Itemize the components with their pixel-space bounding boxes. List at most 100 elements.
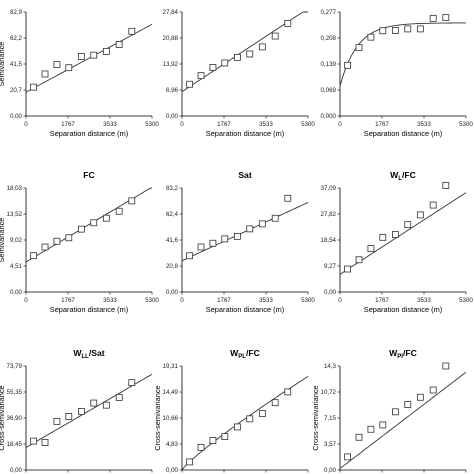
chart-panel-9: WPI/FC0,003,577,1510,7214,30176735335300… <box>311 348 467 474</box>
y-tick-label: 0,00 <box>166 113 179 120</box>
y-tick-label: 82,9 <box>10 9 23 16</box>
y-tick-label: 18,54 <box>321 237 337 244</box>
panel-title-main: W <box>230 348 239 358</box>
chart-panel-6: WL/FC 0,00 9,27 18,54 27,82 37,09 0 1767 3533 530… <box>321 170 474 314</box>
data-point <box>102 47 110 55</box>
x-tick-label: 0 <box>180 297 184 304</box>
data-point <box>404 25 412 33</box>
data-point <box>416 211 424 219</box>
x-tick-label: 3533 <box>103 297 117 304</box>
data-point <box>429 386 437 394</box>
data-point <box>197 443 205 451</box>
data-point <box>65 234 73 242</box>
x-tick-label: 5300 <box>301 121 315 128</box>
data-point <box>30 437 38 445</box>
data-point <box>197 72 205 80</box>
x-tick-label: 5300 <box>301 297 315 304</box>
data-point <box>90 51 98 59</box>
y-tick-label: 55,35 <box>7 389 23 396</box>
data-point <box>429 201 437 209</box>
y-tick-label: 0,00 <box>324 467 337 474</box>
y-tick-label: 6,96 <box>166 87 179 94</box>
panel-title-main: W <box>389 348 398 358</box>
data-point <box>258 410 266 417</box>
data-point <box>102 401 110 409</box>
panel-title-suffix: /FC <box>403 348 417 358</box>
data-point <box>209 436 217 444</box>
x-tick-label: 0 <box>24 121 28 128</box>
y-tick-label: 36,90 <box>7 415 23 422</box>
data-point <box>102 214 110 222</box>
y-tick-label: 18,03 <box>7 185 23 192</box>
y-tick-label: 7,15 <box>324 415 337 422</box>
data-point <box>115 41 123 48</box>
data-point <box>41 439 49 446</box>
data-point <box>186 80 194 88</box>
x-tick-label: 1767 <box>375 297 389 304</box>
x-tick-label: 0 <box>24 297 28 304</box>
data-point <box>30 252 38 260</box>
data-point <box>221 59 229 67</box>
y-tick-label: 0,00 <box>10 467 23 474</box>
y-tick-label: 14,49 <box>163 389 179 396</box>
x-tick-label: 0 <box>180 121 184 128</box>
data-point <box>344 265 352 273</box>
panel-title-subscript: PL <box>238 354 246 360</box>
x-tick-label: 5300 <box>145 297 159 304</box>
data-point <box>246 225 254 233</box>
data-point <box>355 44 363 52</box>
panel-title: WL/FC <box>390 170 416 182</box>
data-point <box>53 237 61 245</box>
y-tick-label: 10,72 <box>321 389 337 396</box>
data-point <box>65 64 73 72</box>
data-point <box>186 252 194 260</box>
data-point <box>391 26 399 34</box>
y-tick-label: 14,3 <box>324 363 337 370</box>
data-point <box>221 433 229 441</box>
data-point <box>284 194 292 202</box>
data-point <box>391 231 399 238</box>
panel-title: FC <box>83 170 94 180</box>
data-point <box>416 393 424 401</box>
x-tick-label: 3533 <box>103 121 117 128</box>
panel-title-subscript: L <box>398 176 402 182</box>
data-point <box>53 61 61 68</box>
data-point <box>246 415 254 423</box>
y-tick-label: 0,00 <box>10 289 23 296</box>
chart-panel-3: 0,000 0,069 0,139 0,208 0,277 0 1767 3533 5300 Se… <box>321 9 474 138</box>
data-point <box>41 243 49 251</box>
panel-title: Sat <box>238 170 252 180</box>
y-tick-label: 9,02 <box>10 237 23 244</box>
x-tick-label: 3533 <box>417 297 431 304</box>
data-point <box>128 27 136 35</box>
chart-panel-8: WPL/FC0,004,8310,6614,4919,3101767353353… <box>153 348 309 474</box>
x-tick-label: 1767 <box>217 297 231 304</box>
data-point <box>209 239 217 247</box>
y-tick-label: 0,000 <box>321 113 337 120</box>
data-point <box>379 233 387 241</box>
y-axis-title: Semivariance <box>0 218 6 263</box>
data-point <box>379 421 387 429</box>
y-tick-label: 0,00 <box>10 113 23 120</box>
data-point <box>197 243 205 251</box>
data-point <box>115 207 123 215</box>
data-point <box>41 70 49 78</box>
panel-title-main: FC <box>83 170 94 180</box>
y-tick-label: 83,2 <box>166 185 179 192</box>
y-tick-label: 0,277 <box>321 9 337 16</box>
panel-title-suffix: /Sat <box>89 348 105 358</box>
data-point <box>284 388 292 396</box>
data-point <box>128 379 136 387</box>
chart-panel-1: 0,00 20,7 41,5 62,2 82,9 0 1767 3533 5300 Separat… <box>0 9 159 138</box>
chart-panel-2: 0,00 6,96 13,92 20,88 27,84 0 1767 3533 5300 Sepa… <box>163 9 316 138</box>
y-tick-label: 19,31 <box>163 363 179 370</box>
panel-title: WLL/Sat <box>73 348 104 360</box>
data-point <box>90 219 98 227</box>
chart-panel-7: WLL/Sat0,0018,4536,9055,3573,79017673533… <box>0 348 153 474</box>
x-tick-label: 3533 <box>259 121 273 128</box>
y-tick-label: 41,6 <box>166 237 179 244</box>
data-point <box>404 401 412 408</box>
data-point <box>271 399 279 407</box>
y-tick-label: 0,00 <box>324 289 337 296</box>
